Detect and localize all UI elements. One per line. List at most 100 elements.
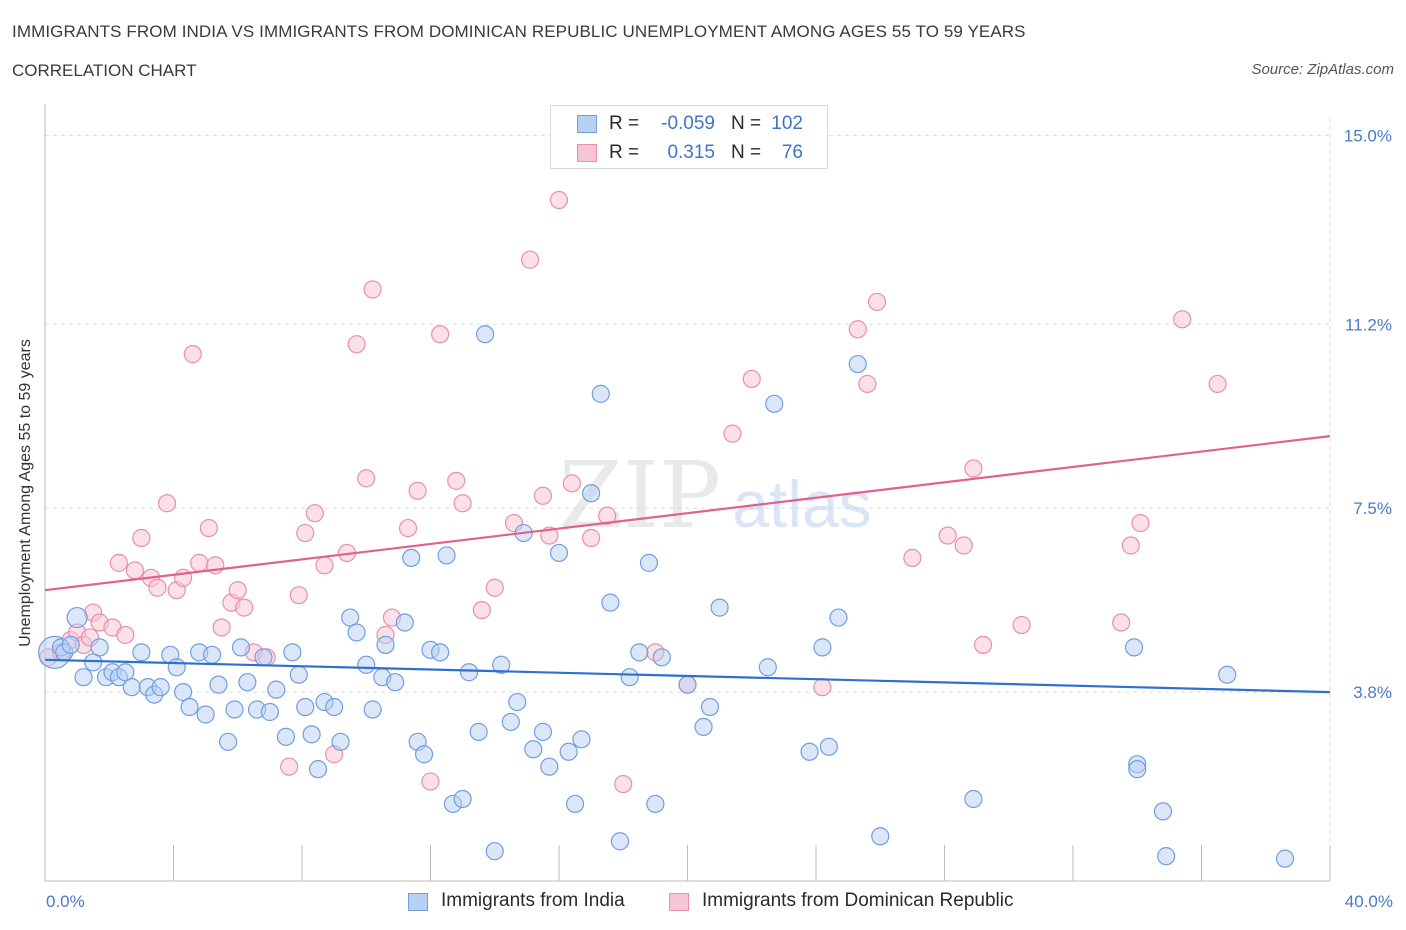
y-tick-label: 7.5%	[1353, 499, 1392, 518]
dominican-point	[125, 561, 145, 580]
dominican-point	[235, 598, 254, 617]
india-point	[565, 794, 585, 814]
legend-n-label: N =	[731, 142, 762, 163]
india-point	[678, 675, 697, 694]
dominican-point	[1131, 514, 1150, 533]
watermark-atlas: atlas	[732, 467, 871, 541]
india-point	[1218, 665, 1237, 684]
dominican-point	[964, 459, 983, 478]
legend-n-value: 102	[771, 113, 803, 134]
india-point	[225, 700, 244, 719]
dominican-point	[1112, 613, 1131, 632]
dominican-point	[1121, 536, 1140, 555]
dominican-point	[813, 678, 832, 697]
dominican-point	[109, 553, 128, 572]
dominican-point	[431, 325, 450, 344]
india-point	[1275, 849, 1295, 868]
india-point	[167, 658, 186, 677]
india-point	[694, 717, 713, 737]
dominican-point	[562, 474, 581, 493]
dominican-point	[190, 553, 209, 572]
india-point	[572, 730, 591, 749]
legend-r-value: -0.059	[661, 113, 715, 134]
dominican-point	[742, 369, 761, 389]
dominican-point	[954, 536, 973, 555]
india-point	[431, 643, 450, 662]
dominican-point	[723, 424, 742, 443]
dominican-point	[472, 600, 491, 620]
india-point	[533, 722, 553, 741]
india-point	[485, 842, 504, 861]
india-point	[601, 593, 620, 612]
india-point	[254, 648, 273, 667]
dominican-point	[1173, 310, 1192, 329]
india-point	[610, 832, 630, 851]
dominican-point	[280, 757, 299, 776]
dominican-point	[132, 528, 151, 548]
india-point	[652, 648, 671, 667]
dominican-point	[598, 506, 617, 525]
dominican-point	[315, 556, 334, 575]
dominican-point	[858, 374, 877, 394]
india-point	[819, 737, 838, 756]
india-point	[151, 678, 170, 697]
dominican-point	[357, 469, 376, 488]
india-point	[132, 643, 151, 662]
dominican-point	[363, 280, 382, 299]
watermark: ZIP atlas	[559, 442, 872, 549]
india-point	[267, 680, 286, 699]
india-point	[238, 673, 257, 692]
india-point	[1128, 760, 1147, 779]
dominican-point	[867, 292, 887, 312]
india-point	[402, 548, 421, 568]
india-point	[209, 675, 228, 694]
india-point	[122, 678, 141, 697]
dominican-point	[903, 548, 922, 568]
legend-row-india: R = -0.059 N = 102	[551, 111, 827, 137]
dominican-point	[305, 504, 324, 523]
dominican-point	[212, 618, 231, 637]
india-point	[357, 655, 376, 674]
india-point	[469, 722, 488, 741]
india-point	[591, 384, 610, 403]
india-point	[202, 645, 222, 664]
dominican-point	[296, 523, 315, 543]
india-point	[582, 484, 601, 503]
india-point	[308, 760, 328, 779]
india-point	[700, 697, 720, 717]
india-trend-line	[44, 658, 1331, 694]
india-point	[848, 354, 867, 374]
india-point	[283, 643, 302, 662]
india-point	[414, 745, 434, 764]
dominican-point	[453, 494, 472, 513]
dominican-point	[938, 526, 957, 545]
india-point	[219, 732, 238, 751]
india-point	[302, 725, 321, 744]
dominican-point	[148, 578, 167, 597]
india-point	[386, 673, 405, 692]
india-point	[630, 643, 649, 662]
dominican-point	[520, 250, 540, 269]
dominican-points	[39, 190, 1227, 794]
india-point	[331, 732, 350, 751]
india-point	[196, 705, 215, 724]
india-point	[1124, 638, 1144, 657]
y-tick-label: 15.0%	[1344, 126, 1392, 145]
india-point	[508, 692, 527, 712]
india-point	[90, 638, 109, 657]
legend-n-value: 76	[781, 142, 803, 163]
dominican-point	[447, 471, 466, 490]
india-point	[476, 325, 495, 344]
chart-title: IMMIGRANTS FROM INDIA VS IMMIGRANTS FROM…	[12, 22, 1026, 41]
dominican-point	[183, 345, 202, 364]
india-point	[758, 658, 777, 677]
india-point	[347, 623, 366, 642]
y-tick-label: 11.2%	[1345, 315, 1392, 334]
dominican-point	[398, 518, 418, 538]
legend-swatch-india	[577, 115, 597, 133]
dominican-point	[1012, 615, 1031, 635]
legend-swatch-india	[408, 893, 428, 911]
india-point	[363, 700, 382, 719]
dominican-point	[614, 774, 633, 794]
